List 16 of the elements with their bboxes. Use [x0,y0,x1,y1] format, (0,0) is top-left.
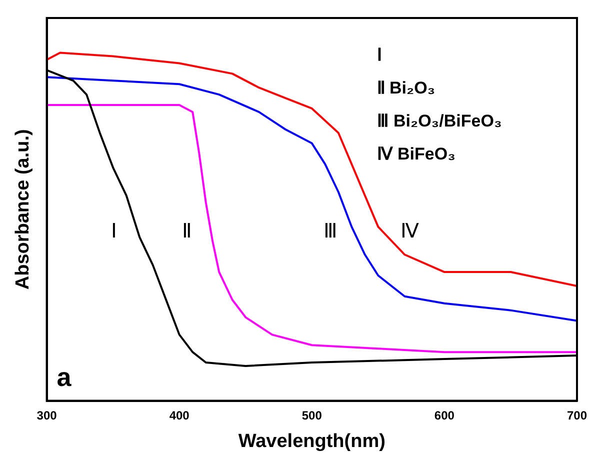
series-label: Ⅱ [182,220,192,243]
annotation: Ⅲ Bi₂O₃/BiFeO₃ [376,112,502,131]
series-label: Ⅰ [111,220,118,243]
series-label: Ⅲ [323,220,338,243]
x-tick-label: 700 [566,408,588,422]
annotation: Ⅰ [376,46,382,65]
x-tick-label: 600 [434,408,455,422]
x-tick-label: 300 [36,408,58,422]
y-axis-title: Absorbance (a.u.) [12,129,34,290]
x-tick-label: 500 [302,408,322,422]
annotation: Ⅱ Bi₂O₃ [376,78,436,98]
annotation: a [56,362,72,392]
annotation: Ⅳ BiFeO₃ [376,144,456,164]
series-label: Ⅳ [400,220,420,243]
x-tick-label: 400 [169,408,190,422]
x-axis-title: Wavelength(nm) [238,430,386,452]
